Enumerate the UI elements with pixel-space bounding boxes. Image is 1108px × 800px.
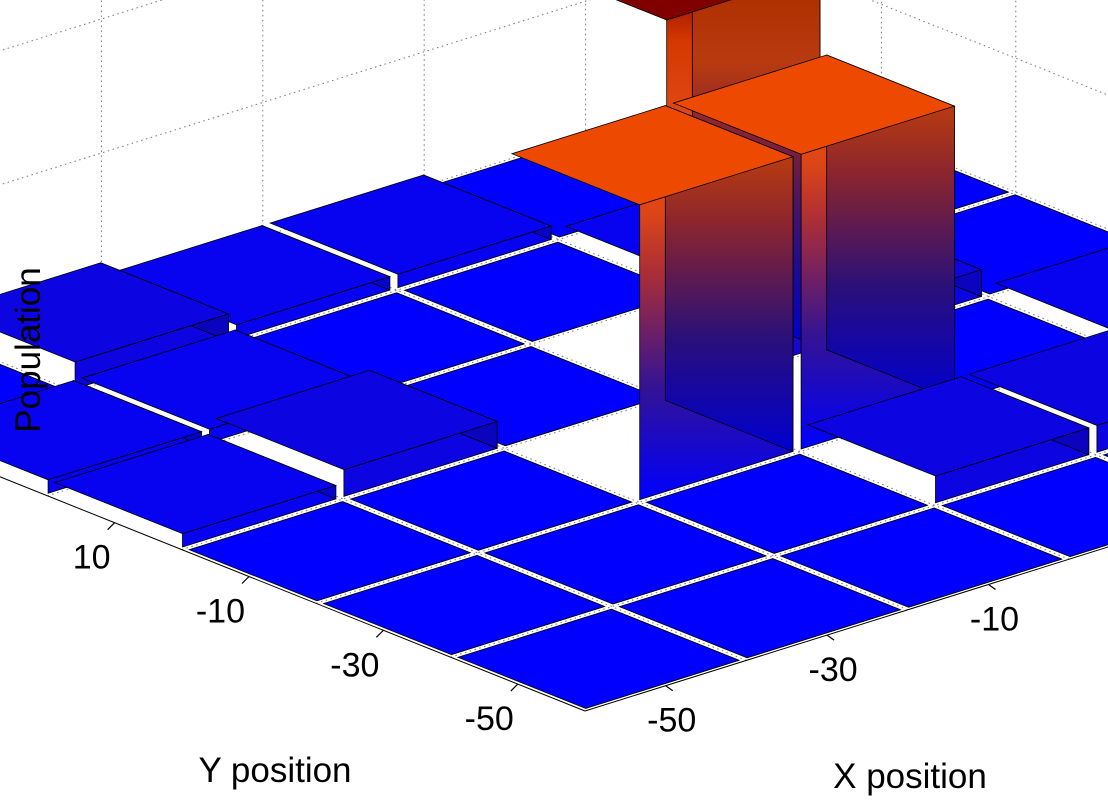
bar: [995, 247, 1108, 329]
y-tick: [107, 522, 116, 531]
bar: [456, 608, 741, 709]
bar-face-top: [672, 54, 956, 155]
bar: [618, 558, 902, 659]
y-tick-label: -50: [465, 700, 514, 738]
bar-face-top: [322, 554, 606, 656]
x-tick: [988, 584, 996, 590]
bar: [968, 330, 1108, 453]
bar-face-top: [645, 453, 929, 554]
y-tick-label: -10: [196, 593, 245, 631]
bar: [645, 453, 929, 554]
bar-face-top: [995, 247, 1108, 329]
bar-face-top: [618, 558, 902, 659]
axes: [0, 476, 1108, 712]
bar-face-top: [779, 507, 1063, 608]
bar-face-top: [349, 450, 633, 551]
bar-face-top: [215, 369, 499, 471]
bar-face-top: [615, 0, 732, 21]
x-tick: [826, 634, 835, 641]
y-tick-label: 10: [73, 539, 111, 577]
bar-face-top: [806, 376, 1090, 477]
bar-face-top: [456, 608, 741, 709]
y-tick: [375, 629, 384, 638]
bar: [269, 174, 553, 289]
bar-face-top: [0, 262, 230, 363]
bar-face-top: [53, 433, 337, 535]
x-tick-label: -30: [809, 651, 858, 689]
bar: [188, 501, 472, 602]
x-axis-label: X position: [833, 757, 987, 796]
bar: [941, 456, 1108, 558]
bar: [672, 54, 956, 450]
bar: [349, 450, 633, 551]
bar-face-top: [269, 174, 553, 275]
bar-face-top: [188, 501, 472, 602]
z-axis-label: Population: [9, 267, 48, 432]
y-tick-label: -30: [330, 646, 379, 684]
bar: [806, 376, 1090, 504]
x-axis-line: [584, 546, 1108, 712]
bar: [510, 105, 795, 501]
y-tick: [241, 576, 250, 584]
bar-face-top: [1102, 453, 1108, 458]
tick-labels: 050100150503010-10-30-50-50-30-10103050: [73, 522, 1019, 740]
bar: [322, 554, 606, 656]
bar: [779, 507, 1063, 608]
y-axis-label: Y position: [198, 751, 351, 790]
bar-face-top: [0, 380, 203, 481]
bar-face-top: [510, 105, 795, 206]
grid-line: [181, 258, 1108, 551]
grid-line: [0, 0, 592, 186]
x-tick: [665, 685, 674, 692]
bar-face-top: [483, 504, 768, 605]
bar: [1102, 453, 1108, 458]
bar-face-top: [403, 241, 687, 342]
x-tick-label: -10: [970, 601, 1019, 639]
y-axis-line: [0, 476, 586, 712]
bar: [483, 504, 768, 605]
bar: [53, 433, 337, 548]
y-tick: [510, 683, 519, 692]
bar: [215, 369, 499, 497]
grid-line: [0, 0, 164, 52]
bars: [0, 0, 1108, 709]
bar-face-top: [941, 456, 1108, 558]
bar-face-front: [1096, 421, 1108, 453]
bar-face-top: [968, 330, 1108, 426]
x-tick-label: -50: [647, 702, 696, 740]
